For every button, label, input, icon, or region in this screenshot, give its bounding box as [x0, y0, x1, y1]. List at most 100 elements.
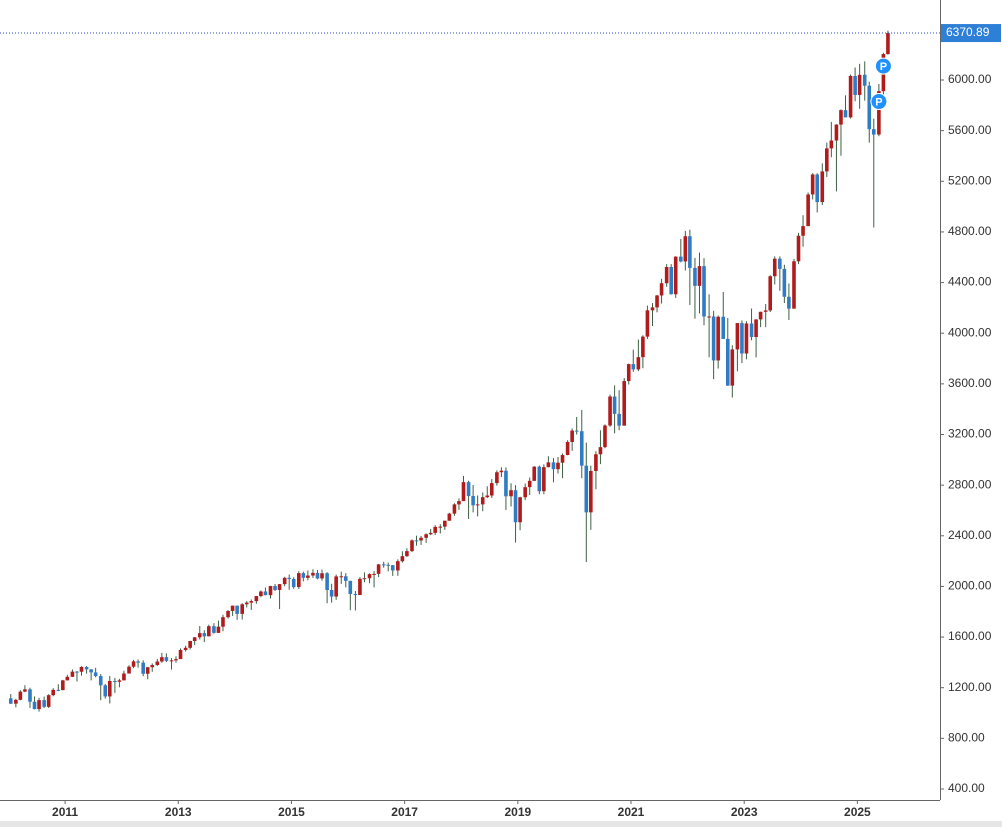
y-tick-label: 6000.00: [948, 72, 992, 86]
x-tick-label: 2017: [391, 805, 418, 819]
event-marker: [870, 93, 888, 111]
candle-body: [192, 637, 197, 641]
candle-body: [834, 124, 839, 141]
candle-body: [174, 659, 178, 661]
candle-body: [801, 226, 805, 236]
candle-body: [46, 695, 51, 707]
candle-body: [843, 110, 848, 118]
candle-body: [862, 74, 867, 86]
candle-body: [8, 698, 13, 704]
candle-body: [650, 307, 655, 311]
candle-body: [113, 680, 117, 682]
candle-body: [263, 591, 268, 596]
candle-body: [871, 129, 876, 135]
candle-body: [655, 295, 659, 308]
candle-body: [216, 626, 221, 633]
candle-body: [848, 75, 853, 118]
candle-body: [315, 572, 320, 579]
candle-body: [56, 689, 61, 691]
y-tick-label: 1200.00: [948, 680, 992, 694]
candle-body: [334, 576, 338, 597]
candle-body: [79, 666, 84, 672]
candle-body: [673, 256, 678, 295]
candle-body: [537, 466, 542, 492]
candle-body: [51, 689, 55, 696]
candle-body: [28, 689, 32, 702]
candle-body: [443, 520, 447, 527]
candle-body: [758, 311, 763, 320]
candle-body: [725, 338, 730, 386]
candle-body: [381, 564, 386, 566]
candle-body: [396, 561, 400, 571]
candle-body: [42, 700, 46, 707]
candle-body: [702, 266, 706, 317]
candle-body: [574, 430, 579, 432]
candle-body: [721, 316, 726, 339]
candle-body: [556, 462, 560, 470]
candle-body: [410, 540, 414, 552]
candle-body: [612, 396, 617, 414]
candle-body: [645, 310, 650, 337]
candle-body: [485, 495, 490, 498]
candle-body: [546, 462, 551, 468]
y-tick-label: 4000.00: [948, 325, 992, 339]
candle-body: [603, 425, 607, 448]
candle-body: [839, 110, 843, 125]
candle-body: [291, 578, 296, 588]
candle-body: [169, 660, 174, 662]
candle-body: [254, 596, 259, 602]
candle-body: [504, 470, 508, 497]
candle-body: [329, 589, 334, 597]
candle-body: [608, 396, 612, 426]
candle-body: [390, 565, 395, 571]
candle-body: [711, 316, 716, 361]
candle-body: [221, 617, 225, 627]
y-tick-label: 3200.00: [948, 427, 992, 441]
y-tick-label: 4800.00: [948, 224, 992, 238]
candle-body: [489, 483, 494, 496]
candle-body: [117, 680, 122, 682]
candle-body: [103, 685, 108, 697]
candle-body: [735, 323, 740, 350]
candle-body: [306, 575, 310, 578]
candle-body: [287, 577, 291, 579]
candle-body: [636, 357, 641, 370]
candle-body: [259, 591, 263, 597]
candle-body: [438, 526, 443, 528]
candle-body: [740, 323, 744, 354]
candle-body: [527, 480, 532, 488]
candle-body: [362, 578, 367, 580]
candle-body: [815, 174, 819, 203]
candle-body: [579, 431, 584, 466]
candle-body: [466, 482, 471, 497]
candle-body: [98, 676, 103, 686]
candle-body: [495, 472, 499, 484]
candle-body: [659, 283, 664, 296]
candle-body: [626, 364, 631, 382]
candle-body: [145, 667, 150, 674]
candle-body: [452, 504, 457, 514]
candle-body: [461, 482, 466, 502]
scrollbar: [0, 821, 1002, 827]
x-tick-label: 2013: [165, 805, 192, 819]
candle-body: [433, 526, 437, 533]
candle-body: [75, 671, 79, 673]
candle-body: [886, 33, 890, 55]
candle-body: [584, 465, 589, 513]
candle-body: [754, 319, 758, 338]
candle-body: [207, 626, 211, 637]
candle-body: [136, 661, 140, 663]
candle-body: [763, 310, 768, 312]
candle-body: [820, 171, 825, 203]
candle-body: [457, 501, 461, 505]
candle-body: [23, 689, 27, 692]
candle-body: [475, 504, 480, 506]
candle-body: [509, 490, 513, 497]
candle-body: [772, 258, 777, 277]
candle-body: [810, 174, 815, 195]
candle-body: [155, 661, 160, 666]
candle-body: [343, 576, 348, 581]
last-price-label: 6370.89: [946, 25, 990, 39]
y-tick-label: 1600.00: [948, 629, 992, 643]
candle-body: [877, 91, 881, 135]
